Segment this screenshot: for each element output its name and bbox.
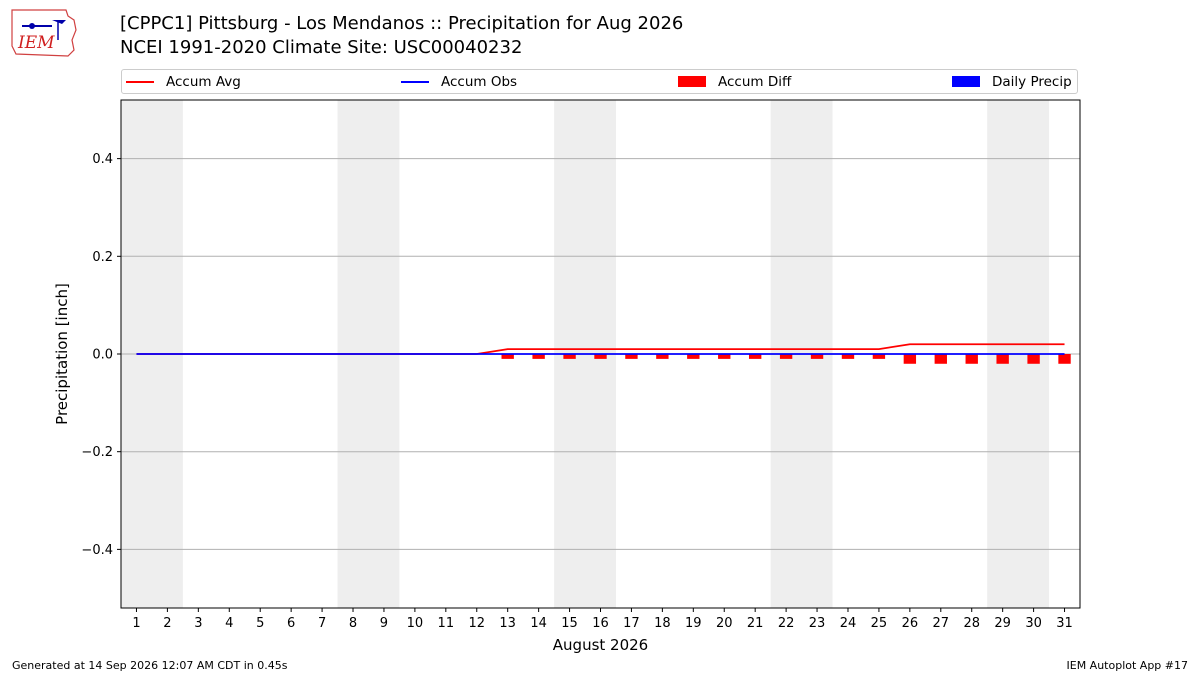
x-tick-label: 19 xyxy=(685,616,702,631)
bar-accum-diff xyxy=(779,354,793,359)
chart-subtitle: NCEI 1991-2020 Climate Site: USC00040232 xyxy=(120,37,523,58)
footer-app: IEM Autoplot App #17 xyxy=(1066,659,1189,672)
legend-item-accum-obs: Accum Obs xyxy=(401,70,517,93)
bar-accum-diff xyxy=(965,354,978,364)
x-tick-label: 13 xyxy=(499,616,516,631)
x-tick-label: 17 xyxy=(623,616,640,631)
bar-accum-diff xyxy=(625,354,638,359)
x-tick-label: 29 xyxy=(994,616,1011,631)
legend-swatch xyxy=(952,76,980,87)
bar-accum-diff xyxy=(656,354,669,359)
bar-accum-diff xyxy=(1058,354,1071,364)
legend-label: Daily Precip xyxy=(992,73,1072,90)
y-tick-label: −0.4 xyxy=(81,543,113,558)
bar-accum-diff xyxy=(501,354,514,359)
x-tick-label: 1 xyxy=(132,616,140,631)
bar-accum-diff xyxy=(563,354,576,359)
iem-logo: IEM xyxy=(11,9,77,57)
y-tick-label: 0.4 xyxy=(92,152,113,167)
x-tick-label: 31 xyxy=(1056,616,1073,631)
x-tick-label: 18 xyxy=(654,616,671,631)
bar-accum-diff xyxy=(748,354,762,359)
bar-accum-diff xyxy=(532,354,545,359)
x-tick-label: 21 xyxy=(747,616,764,631)
x-tick-label: 30 xyxy=(1025,616,1042,631)
x-tick-label: 6 xyxy=(287,616,295,631)
x-tick-label: 2 xyxy=(163,616,171,631)
bar-accum-diff xyxy=(718,354,731,359)
legend-label: Accum Obs xyxy=(441,73,518,90)
x-tick-label: 26 xyxy=(902,616,919,631)
bar-accum-diff xyxy=(1027,354,1040,364)
bar-accum-diff xyxy=(934,354,947,364)
logo-text: IEM xyxy=(17,33,55,53)
x-tick-label: 16 xyxy=(592,616,609,631)
x-tick-label: 28 xyxy=(963,616,980,631)
x-tick-label: 5 xyxy=(256,616,264,631)
bar-accum-diff xyxy=(996,354,1009,364)
legend-item-accum-diff: Accum Diff xyxy=(678,70,791,93)
legend-label: Accum Diff xyxy=(718,73,792,90)
legend-swatch xyxy=(678,76,706,87)
bar-accum-diff xyxy=(841,354,855,359)
x-tick-label: 20 xyxy=(716,616,733,631)
legend: Accum Avg Accum Obs Accum Diff Daily Pre… xyxy=(121,69,1078,94)
bar-accum-diff xyxy=(810,354,824,359)
chart-title: [CPPC1] Pittsburg - Los Mendanos :: Prec… xyxy=(120,13,684,34)
x-tick-label: 12 xyxy=(468,616,485,631)
x-tick-label: 22 xyxy=(778,616,795,631)
legend-label: Accum Avg xyxy=(166,73,241,90)
x-tick-label: 3 xyxy=(194,616,202,631)
x-tick-label: 15 xyxy=(561,616,578,631)
x-tick-label: 25 xyxy=(871,616,888,631)
x-tick-label: 10 xyxy=(407,616,424,631)
iowa-outline-icon xyxy=(11,9,77,57)
legend-swatch xyxy=(401,80,429,83)
y-tick-label: −0.2 xyxy=(81,445,113,460)
x-tick-label: 4 xyxy=(225,616,233,631)
bar-accum-diff xyxy=(903,354,917,364)
x-tick-label: 7 xyxy=(318,616,326,631)
x-tick-label: 23 xyxy=(809,616,826,631)
y-axis-label: Precipitation [inch] xyxy=(53,283,71,425)
x-tick-label: 24 xyxy=(840,616,857,631)
legend-item-daily-precip: Daily Precip xyxy=(952,70,1072,93)
x-tick-label: 9 xyxy=(380,616,388,631)
x-axis-label: August 2026 xyxy=(553,636,648,654)
x-tick-label: 14 xyxy=(530,616,547,631)
x-tick-label: 27 xyxy=(933,616,950,631)
x-tick-label: 11 xyxy=(438,616,455,631)
y-tick-label: 0.0 xyxy=(92,348,113,363)
bar-accum-diff xyxy=(594,354,607,359)
legend-item-accum-avg: Accum Avg xyxy=(126,70,241,93)
x-tick-label: 8 xyxy=(349,616,357,631)
legend-swatch xyxy=(126,80,154,83)
bar-accum-diff xyxy=(687,354,700,359)
bar-accum-diff xyxy=(872,354,886,359)
y-tick-label: 0.2 xyxy=(92,250,113,265)
footer-generated: Generated at 14 Sep 2026 12:07 AM CDT in… xyxy=(12,659,288,672)
